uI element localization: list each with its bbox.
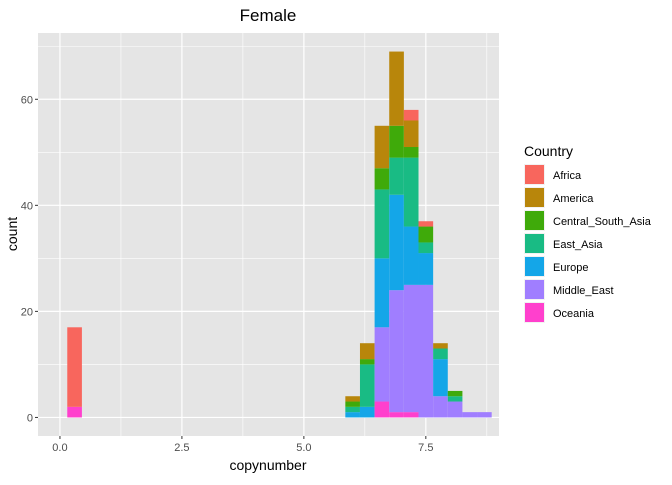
bar-segment-middle-east [389,290,404,413]
bar-segment-america [389,51,404,126]
x-tick-label: 0.0 [52,442,67,454]
bar-segment-africa [403,109,419,121]
legend-swatch [525,188,544,207]
bar-segment-central-south-asia [403,147,419,158]
bar-segment-central-south-asia [418,226,434,243]
legend-label: Central_South_Asia [553,216,652,228]
y-tick-label: 40 [21,200,33,212]
legend-swatch [525,234,544,253]
bar-segment-africa [418,221,434,227]
bar-segment-america [345,396,360,402]
bar-segment-america [359,343,375,360]
bar-segment-europe [345,412,360,418]
bar-segment-america [433,343,448,349]
bar-segment-oceania [374,401,390,418]
legend-swatch [525,257,544,276]
bar-segment-east-asia [447,396,463,402]
bar-segment-europe [389,194,404,291]
legend-swatch [525,165,544,184]
grid [38,33,499,436]
bar-segment-central-south-asia [374,168,390,190]
bar-segment-east-asia [374,189,390,259]
legend-swatch [525,211,544,230]
legend-label: Europe [553,262,588,274]
legend-label: Oceania [553,308,595,320]
bar-segment-east-asia [433,348,448,360]
bar-segment-central-south-asia [389,125,404,158]
bar-segment-europe [359,406,375,418]
legend-label: Middle_East [553,285,614,297]
bar-segment-middle-east [418,284,434,418]
bar-segment-middle-east [403,284,419,413]
bar-segment-europe [403,226,419,285]
x-tick-label: 2.5 [174,442,189,454]
bar-segment-east-asia [389,157,404,195]
bar-segment-middle-east [447,401,463,418]
x-tick-label: 5.0 [296,442,311,454]
bar-segment-america [374,125,390,169]
legend-title: Country [524,143,573,159]
y-tick-label: 0 [27,412,33,424]
bar-segment-east-asia [403,157,419,227]
legend: Country Africa America Central_South_Asia E… [524,143,652,323]
y-axis-title: count [4,217,20,251]
bar-segment-europe [418,253,434,285]
legend-label: East_Asia [553,239,603,251]
bar-segment-oceania [67,406,82,418]
bar-segment-oceania [403,412,419,418]
x-axis: 0.0 2.5 5.0 7.5 [52,436,433,454]
bar-segment-america [403,120,419,148]
legend-label: America [553,193,594,205]
bar-segment-oceania [389,412,404,418]
bar-segment-central-south-asia [345,401,360,407]
bar-segment-east-asia [359,364,375,407]
bar-segment-middle-east [462,412,478,418]
bar-segment-central-south-asia [359,359,375,365]
bar-segment-east-asia [345,406,360,413]
bar-segment-central-south-asia [447,390,463,397]
chart-title: Female [240,6,297,25]
legend-label: Africa [553,170,582,182]
y-axis: 0 20 40 60 [21,94,38,424]
y-tick-label: 60 [21,94,33,106]
bars [67,51,492,418]
y-tick-label: 20 [21,306,33,318]
bar-segment-middle-east [374,327,390,402]
x-axis-title: copynumber [229,457,306,473]
bar-segment-middle-east [433,396,448,418]
bar-segment-middle-east [477,412,492,418]
bar-segment-europe [433,359,448,397]
legend-swatch [525,303,544,322]
bar-segment-east-asia [418,242,434,254]
legend-swatch [525,280,544,299]
bar-segment-africa [67,327,82,407]
x-tick-label: 7.5 [418,442,433,454]
bar-segment-europe [374,258,390,328]
